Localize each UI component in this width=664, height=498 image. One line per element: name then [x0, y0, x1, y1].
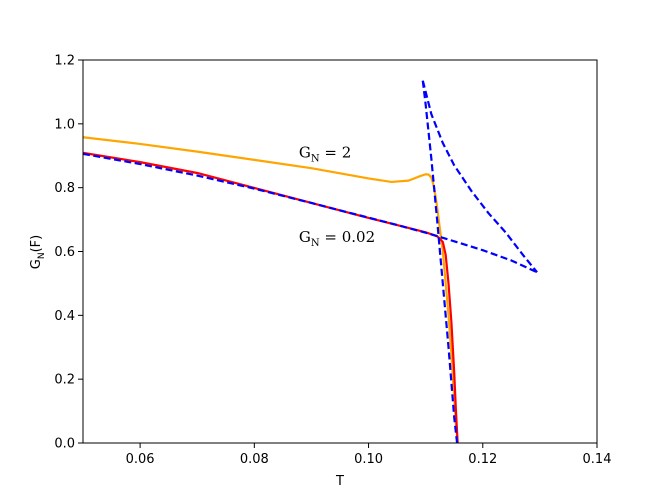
x-tick-label: 0.12 [468, 452, 497, 467]
x-tick-label: 0.14 [583, 452, 612, 467]
annotation-main: G [299, 228, 311, 246]
x-tick-label: 0.08 [240, 452, 269, 467]
ticks-layer: 0.06 0.08 0.10 0.12 0.14 0.0 0.2 0.4 0.6 0.8 1.0 1.… [54, 54, 611, 468]
y-axis-label-main: G [29, 259, 44, 269]
x-tick-label: 0.10 [354, 452, 383, 467]
y-tick-label: 0.4 [54, 309, 75, 324]
x-tick-label: 0.06 [126, 452, 155, 467]
y-axis-label-tail: (F) [29, 235, 44, 253]
series-line-4 [421, 80, 459, 443]
y-tick-label: 1.0 [54, 117, 75, 132]
annotation-tail: = 2 [320, 143, 352, 161]
y-axis-label-sub: N [37, 252, 47, 259]
annotation-sub: N [311, 153, 320, 164]
y-tick-label: 1.2 [54, 54, 75, 69]
x-axis-label: T [335, 474, 344, 489]
annotation-layer: GN = 2GN = 0.02 [299, 143, 375, 249]
annotation-1: GN = 2 [299, 143, 351, 164]
series-line-1 [83, 136, 459, 443]
y-tick-label: 0.2 [54, 373, 75, 388]
annotation-main: G [299, 143, 311, 161]
annotation-sub: N [311, 238, 320, 249]
y-tick-label: 0.8 [54, 181, 75, 196]
series-line-3 [83, 152, 538, 274]
y-tick-label: 0.6 [54, 245, 75, 260]
series-layer [83, 80, 538, 443]
annotation-2: GN = 0.02 [299, 228, 375, 249]
plot-background [83, 60, 597, 443]
y-axis-label: GN(F) [29, 235, 47, 269]
annotation-tail: = 0.02 [320, 228, 376, 246]
y-tick-label: 0.0 [54, 437, 75, 452]
series-line-5 [421, 80, 538, 273]
